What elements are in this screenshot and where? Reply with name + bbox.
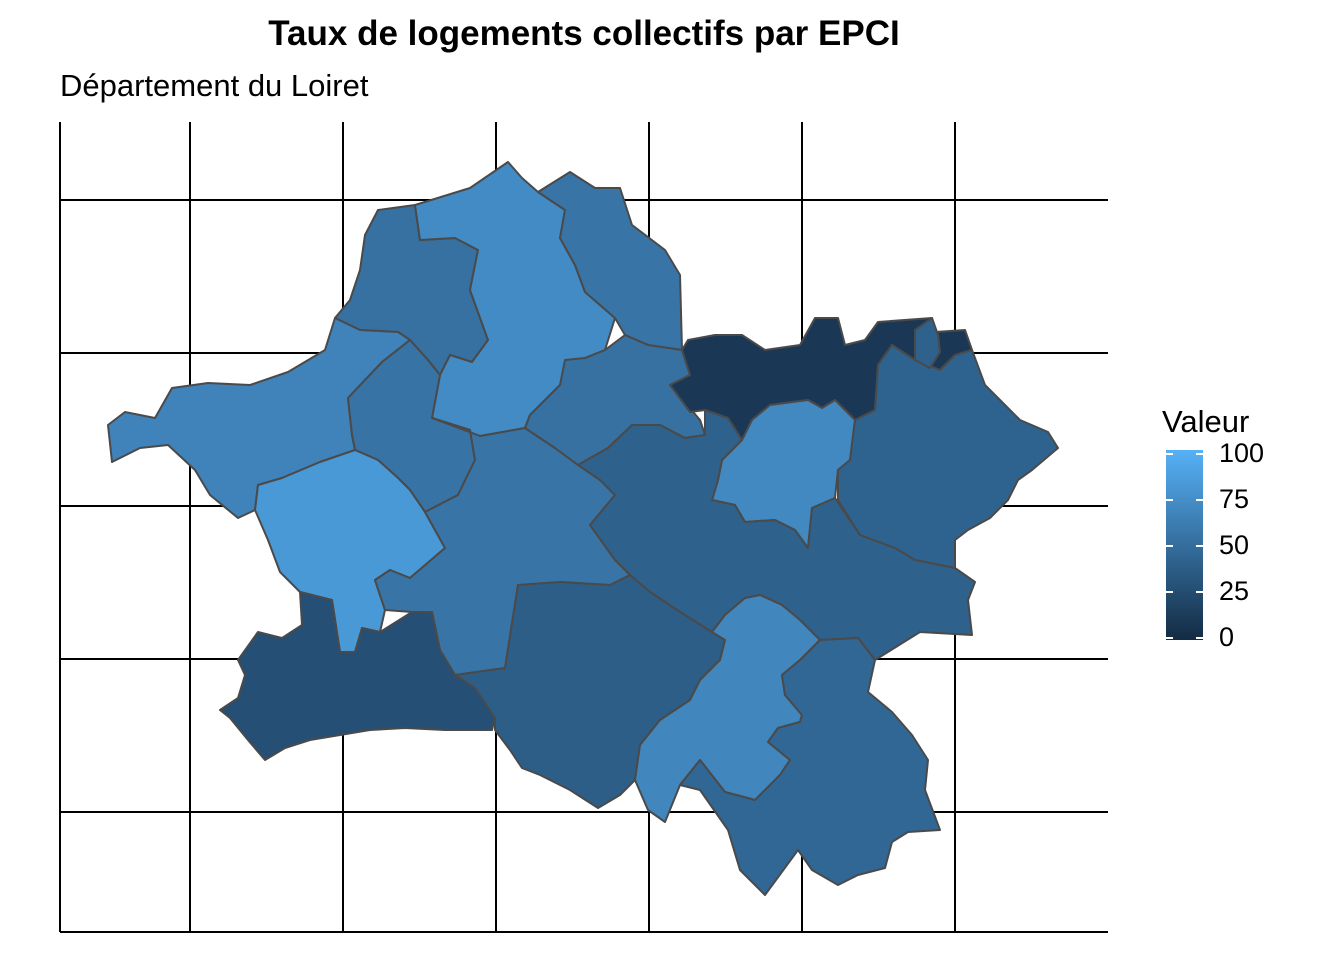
map-subtitle: Département du Loiret: [60, 68, 369, 103]
legend-tick-label: 0: [1219, 622, 1235, 652]
epci-regions: [107, 161, 1059, 896]
legend-tick-label: 25: [1219, 576, 1250, 606]
legend-tick-mark: [1196, 499, 1203, 501]
epci-region-est[interactable]: [837, 344, 1059, 569]
legend-tick-mark: [1196, 545, 1203, 547]
legend-tick-mark: [1196, 591, 1203, 593]
legend-tick-mark: [1196, 453, 1203, 455]
legend-title: Valeur: [1162, 404, 1250, 439]
legend-tick-mark: [1166, 591, 1173, 593]
epci-region-sud-est[interactable]: [914, 317, 941, 369]
epci-region-giennois-est[interactable]: [679, 637, 941, 896]
legend-tick-label: 75: [1219, 484, 1250, 514]
legend-tick-mark: [1196, 637, 1203, 639]
legend-tick-label: 50: [1219, 530, 1250, 560]
legend-tick-mark: [1166, 453, 1173, 455]
legend-tick-mark: [1166, 637, 1173, 639]
legend-tick-mark: [1166, 499, 1173, 501]
map-title: Taux de logements collectifs par EPCI: [268, 14, 900, 53]
legend-tick-mark: [1166, 545, 1173, 547]
legend-colorbar: 100 75 50 25 0: [1162, 440, 1264, 652]
epci-region-sologne-ouest[interactable]: [219, 591, 496, 761]
legend: Valeur 100 75 50 25 0: [1162, 404, 1264, 652]
legend-tick-label: 100: [1219, 438, 1265, 468]
